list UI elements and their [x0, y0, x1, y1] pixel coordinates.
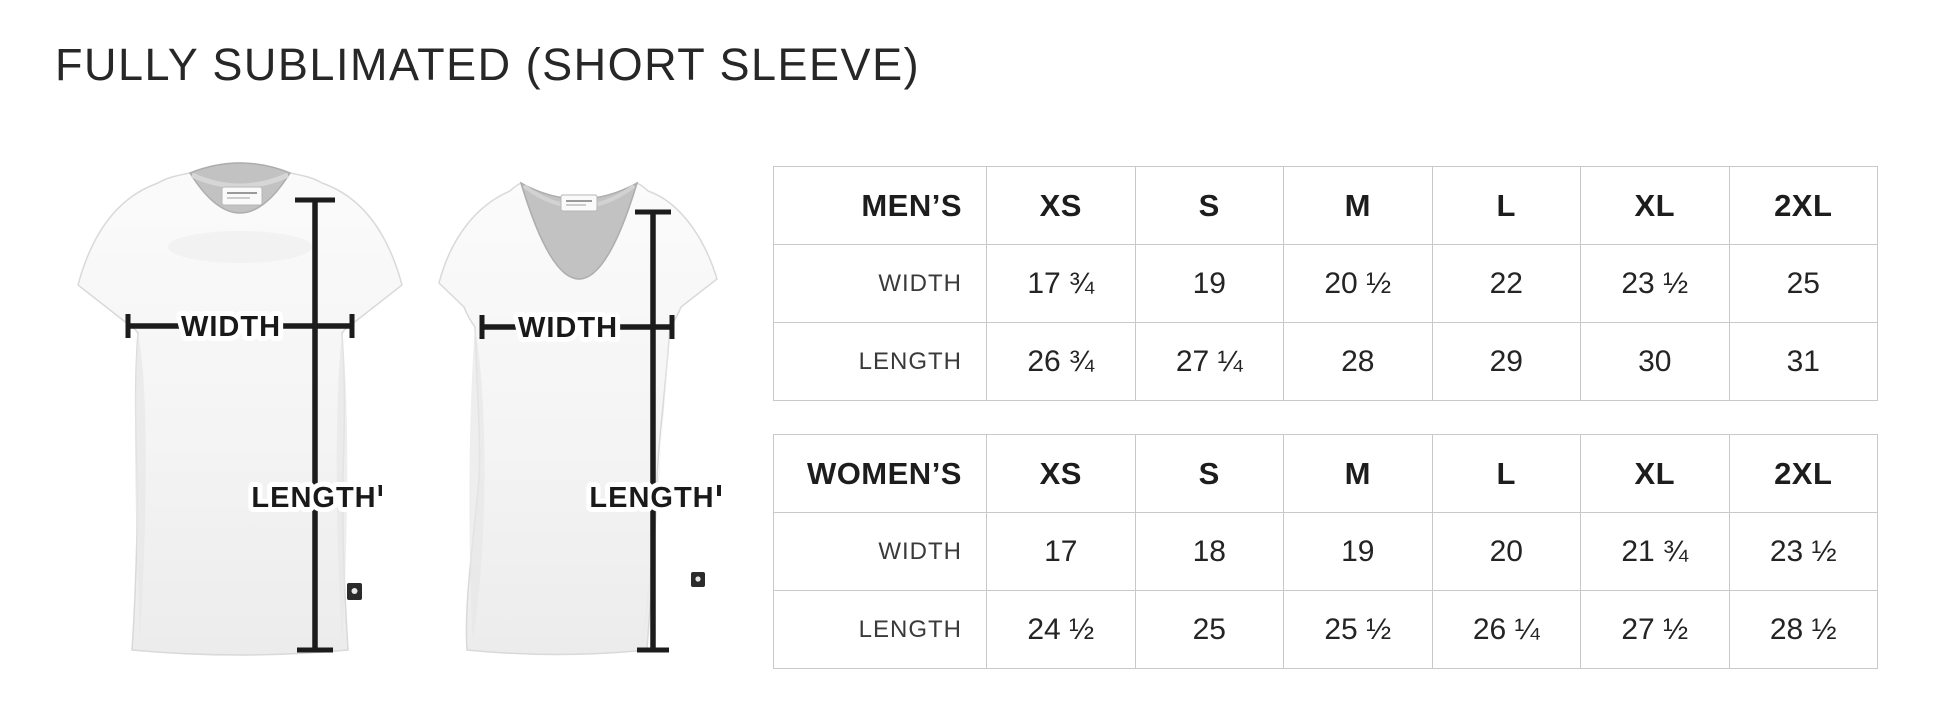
size-value: 23 ½	[1580, 244, 1730, 323]
row-label: LENGTH	[773, 322, 987, 401]
table-row: WIDTH 17 18 19 20 21 ¾ 23 ½	[773, 512, 1878, 591]
womens-shirt-diagram: WIDTH LENGTH	[438, 181, 721, 656]
size-value: 31	[1728, 322, 1878, 401]
size-value: 30	[1580, 322, 1730, 401]
length-tick	[717, 485, 721, 496]
size-column-header: L	[1431, 434, 1581, 513]
size-value: 22	[1431, 244, 1581, 323]
size-column-header: XL	[1580, 434, 1730, 513]
womens-size-table: WOMEN’S XS S M L XL 2XL WIDTH 17 18 19 2…	[773, 434, 1878, 669]
size-value: 26 ¾	[986, 322, 1136, 401]
size-value: 23 ½	[1728, 512, 1878, 591]
size-column-header: XS	[986, 166, 1136, 245]
womens-width-label: WIDTH	[518, 312, 618, 344]
size-value: 19	[1134, 244, 1284, 323]
mens-collar-rib	[190, 172, 290, 189]
length-tick	[378, 485, 382, 496]
size-value: 27 ¼	[1134, 322, 1284, 401]
womens-length-annotation	[635, 209, 721, 653]
size-column-header: XL	[1580, 166, 1730, 245]
size-value: 27 ½	[1580, 590, 1730, 669]
size-value: 21 ¾	[1580, 512, 1730, 591]
womens-width-annotation	[479, 315, 675, 339]
size-value: 29	[1431, 322, 1581, 401]
mens-width-label: WIDTH	[181, 311, 281, 343]
size-value: 20	[1431, 512, 1581, 591]
page-title: FULLY SUBLIMATED (SHORT SLEEVE)	[55, 39, 921, 90]
size-value: 25	[1134, 590, 1284, 669]
womens-shirt-shading	[469, 327, 485, 640]
size-column-header: M	[1283, 434, 1433, 513]
size-value: 17 ¾	[986, 244, 1136, 323]
womens-hem-badge	[691, 572, 705, 587]
table-header-row: MEN’S XS S M L XL 2XL	[773, 166, 1878, 245]
mens-shirt-shading	[336, 333, 348, 640]
size-value: 18	[1134, 512, 1284, 591]
womens-collar-tag	[560, 194, 598, 212]
size-column-header: L	[1431, 166, 1581, 245]
mens-shirt-shading	[134, 333, 146, 640]
size-value: 26 ¼	[1431, 590, 1581, 669]
mens-size-table: MEN’S XS S M L XL 2XL WIDTH 17 ¾ 19 20 ½…	[773, 166, 1878, 401]
table-row: LENGTH 24 ½ 25 25 ½ 26 ¼ 27 ½ 28 ½	[773, 590, 1878, 669]
row-label: WIDTH	[773, 244, 987, 323]
table-row: WIDTH 17 ¾ 19 20 ½ 22 23 ½ 25	[773, 244, 1878, 323]
size-value: 25	[1728, 244, 1878, 323]
size-column-header: 2XL	[1728, 434, 1878, 513]
size-value: 25 ½	[1283, 590, 1433, 669]
size-column-header: M	[1283, 166, 1433, 245]
table-title: MEN’S	[773, 166, 987, 245]
table-header-row: WOMEN’S XS S M L XL 2XL	[773, 434, 1878, 513]
womens-length-label: LENGTH	[589, 482, 714, 514]
mens-length-label: LENGTH	[251, 482, 376, 514]
row-label: WIDTH	[773, 512, 987, 591]
size-value: 28	[1283, 322, 1433, 401]
size-value: 24 ½	[986, 590, 1136, 669]
table-title: WOMEN’S	[773, 434, 987, 513]
womens-shirt-shading	[643, 327, 670, 640]
size-column-header: 2XL	[1728, 166, 1878, 245]
mens-shirt-diagram: WIDTH LENGTH	[77, 162, 403, 656]
size-value: 20 ½	[1283, 244, 1433, 323]
size-column-header: XS	[986, 434, 1136, 513]
mens-length-annotation	[295, 197, 382, 653]
size-value: 28 ½	[1728, 590, 1878, 669]
table-row: LENGTH 26 ¾ 27 ¼ 28 29 30 31	[773, 322, 1878, 401]
mens-shirt-shading	[168, 231, 312, 263]
size-value: 17	[986, 512, 1136, 591]
row-label: LENGTH	[773, 590, 987, 669]
size-value: 19	[1283, 512, 1433, 591]
mens-hem-badge	[347, 583, 362, 600]
mens-collar-tag	[221, 186, 263, 206]
size-column-header: S	[1134, 166, 1284, 245]
size-column-header: S	[1134, 434, 1284, 513]
